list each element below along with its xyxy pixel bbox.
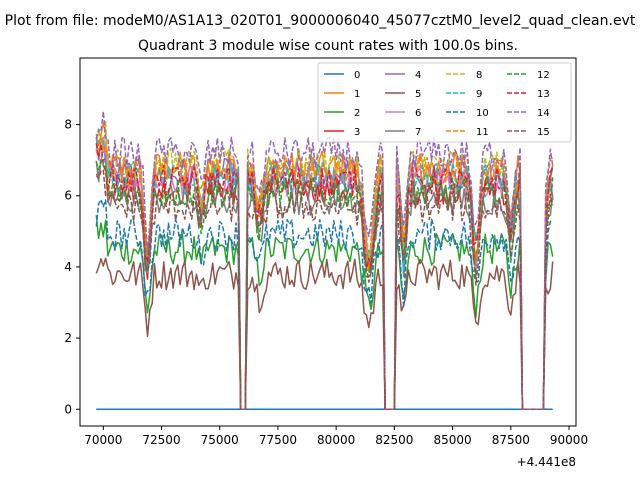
series-layer <box>95 110 554 411</box>
legend-label: 14 <box>537 108 550 119</box>
series-line-10 <box>95 198 553 411</box>
x-tick-label: 77500 <box>259 433 297 447</box>
series-line-6 <box>95 138 554 411</box>
chart-title: Quadrant 3 module wise count rates with … <box>138 38 518 54</box>
legend-label: 1 <box>354 89 360 100</box>
series-line-12 <box>95 160 554 411</box>
legend-label: 12 <box>537 70 550 81</box>
x-tick-label: 75000 <box>201 433 239 447</box>
series-line-14 <box>95 110 554 411</box>
legend-label: 13 <box>537 89 550 100</box>
legend-label: 0 <box>354 70 360 81</box>
series-line-13 <box>95 143 554 411</box>
series-line-2 <box>95 215 554 411</box>
legend-label: 4 <box>415 70 421 81</box>
y-tick-label: 8 <box>64 118 72 132</box>
legend-label: 8 <box>476 70 482 81</box>
plot-frame <box>79 57 577 427</box>
figure-suptitle: Plot from file: modeM0/AS1A13_020T01_900… <box>5 13 636 29</box>
x-tick-label: 85000 <box>433 433 471 447</box>
y-tick-label: 4 <box>64 260 72 274</box>
legend-label: 10 <box>476 108 489 119</box>
legend-frame <box>317 62 572 143</box>
x-axis: 70000 72500 75000 77500 80000 82500 85000 87500… <box>84 426 588 447</box>
series-line-15 <box>95 169 554 411</box>
y-tick-label: 6 <box>64 189 72 203</box>
x-tick-label: 87500 <box>492 433 530 447</box>
x-offset-label: +4.441e8 <box>517 455 576 469</box>
legend-label: 2 <box>354 108 360 119</box>
legend-label: 15 <box>537 127 550 138</box>
x-tick-label: 80000 <box>317 433 355 447</box>
legend-label: 9 <box>476 89 482 100</box>
y-tick-label: 2 <box>64 331 72 345</box>
legend-label: 11 <box>476 127 489 138</box>
y-axis: 0 2 4 6 8 <box>64 118 80 416</box>
y-tick-label: 0 <box>64 402 72 416</box>
legend-label: 3 <box>354 127 360 138</box>
series-line-5 <box>95 257 554 411</box>
legend-label: 6 <box>415 108 421 119</box>
x-tick-label: 70000 <box>84 433 122 447</box>
x-tick-label: 72500 <box>142 433 180 447</box>
legend-label: 7 <box>415 127 421 138</box>
legend-label: 5 <box>415 89 421 100</box>
x-tick-label: 82500 <box>375 433 413 447</box>
x-tick-label: 90000 <box>550 433 588 447</box>
